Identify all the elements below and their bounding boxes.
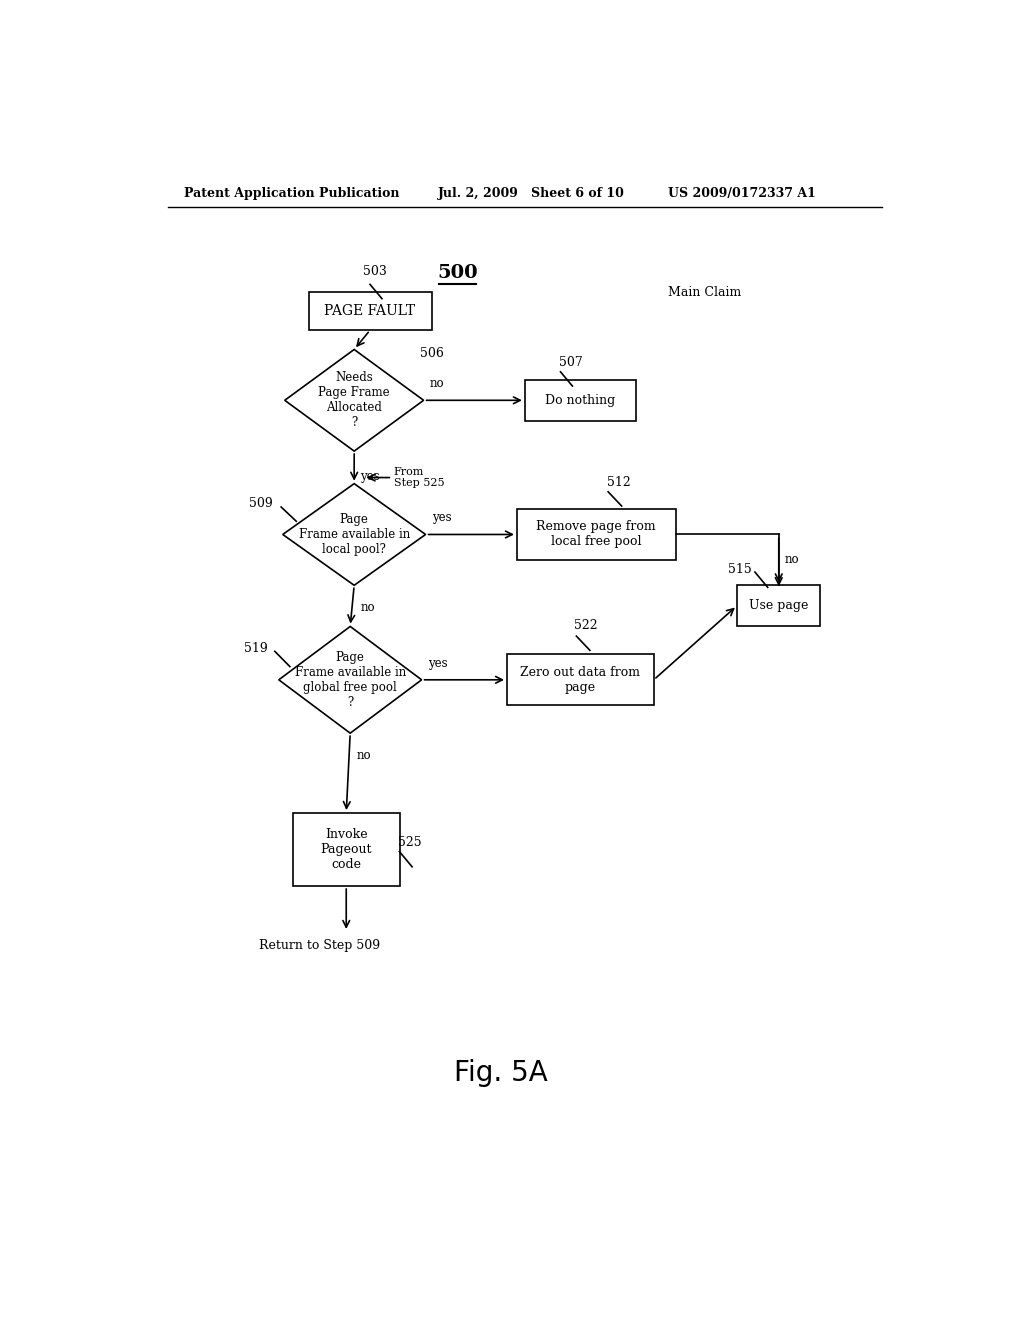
- Bar: [737, 585, 820, 626]
- Text: US 2009/0172337 A1: US 2009/0172337 A1: [668, 187, 815, 201]
- Text: no: no: [785, 553, 800, 566]
- Text: Page
Frame available in
local pool?: Page Frame available in local pool?: [299, 513, 410, 556]
- Text: yes: yes: [428, 656, 447, 669]
- Text: Remove page from
local free pool: Remove page from local free pool: [537, 520, 656, 549]
- Text: From
Step 525: From Step 525: [394, 467, 444, 488]
- Text: no: no: [360, 601, 375, 614]
- Text: 509: 509: [250, 498, 273, 511]
- Polygon shape: [279, 627, 422, 733]
- Text: no: no: [430, 378, 444, 391]
- Text: no: no: [356, 748, 371, 762]
- Text: Page
Frame available in
global free pool
?: Page Frame available in global free pool…: [295, 651, 406, 709]
- Bar: [293, 813, 399, 886]
- Polygon shape: [285, 350, 424, 451]
- Text: Do nothing: Do nothing: [545, 393, 615, 407]
- Text: Return to Step 509: Return to Step 509: [259, 939, 380, 952]
- Text: 506: 506: [420, 347, 444, 360]
- Text: yes: yes: [432, 511, 452, 524]
- Text: yes: yes: [360, 470, 380, 483]
- Text: Invoke
Pageout
code: Invoke Pageout code: [321, 828, 372, 871]
- Text: 515: 515: [728, 562, 752, 576]
- Bar: [507, 655, 653, 705]
- Text: Use page: Use page: [750, 599, 808, 612]
- Text: Needs
Page Frame
Allocated
?: Needs Page Frame Allocated ?: [318, 371, 390, 429]
- Text: Fig. 5A: Fig. 5A: [454, 1059, 548, 1088]
- Text: Zero out data from
page: Zero out data from page: [520, 665, 640, 694]
- Bar: [308, 292, 431, 330]
- Bar: [524, 380, 636, 421]
- Text: 522: 522: [574, 619, 598, 632]
- Bar: [517, 510, 676, 560]
- Text: 525: 525: [397, 836, 422, 849]
- Text: 503: 503: [362, 265, 387, 279]
- Text: Patent Application Publication: Patent Application Publication: [183, 187, 399, 201]
- Text: PAGE FAULT: PAGE FAULT: [325, 304, 416, 318]
- Text: 500: 500: [437, 264, 477, 282]
- Text: Jul. 2, 2009   Sheet 6 of 10: Jul. 2, 2009 Sheet 6 of 10: [437, 187, 625, 201]
- Text: Main Claim: Main Claim: [668, 286, 741, 300]
- Text: 507: 507: [559, 356, 583, 368]
- Text: 512: 512: [606, 475, 631, 488]
- Polygon shape: [283, 483, 426, 585]
- Text: 519: 519: [244, 642, 267, 655]
